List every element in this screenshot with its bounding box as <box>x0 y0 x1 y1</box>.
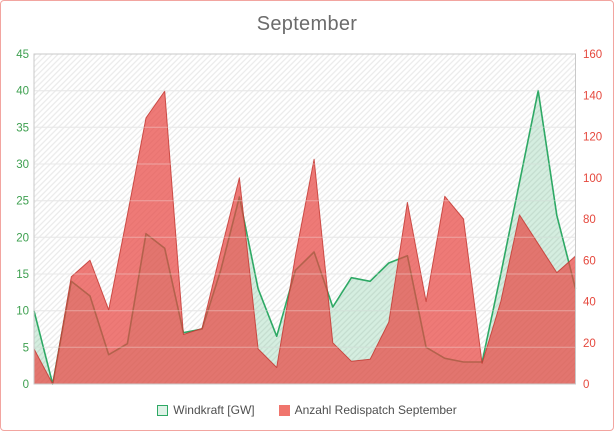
y-axis-left-tick-label: 45 <box>16 49 29 61</box>
y-axis-left-tick-label: 30 <box>16 159 29 171</box>
y-axis-right-tick-label: 20 <box>583 338 596 350</box>
y-axis-left-tick-label: 35 <box>16 122 29 134</box>
redispatch-legend-label: Anzahl Redispatch September <box>294 403 457 417</box>
y-axis-left-tick-label: 25 <box>16 196 29 208</box>
plot-border <box>33 53 576 385</box>
redispatch-area[interactable] <box>34 91 576 384</box>
redispatch-legend-swatch-icon <box>278 404 290 416</box>
y-axis-left-tick-label: 40 <box>16 86 29 98</box>
y-axis-right-tick-label: 60 <box>583 255 596 267</box>
y-axis-right-tick-label: 140 <box>583 90 602 102</box>
y-axis-left-tick-label: 15 <box>16 269 29 281</box>
y-axis-right-tick-label: 40 <box>583 297 596 309</box>
legend-item-redispatch[interactable]: Anzahl Redispatch September <box>278 403 457 417</box>
chart-legend: Windkraft [GW] Anzahl Redispatch Septemb… <box>1 403 613 417</box>
y-axis-left-tick-label: 0 <box>23 379 29 391</box>
y-axis-right-tick-label: 100 <box>583 173 602 185</box>
y-axis-left-tick-label: 5 <box>23 342 29 354</box>
y-axis-left-tick-label: 10 <box>16 306 29 318</box>
y-axis-right-tick-label: 160 <box>583 49 602 61</box>
windkraft-legend-label: Windkraft [GW] <box>173 403 255 417</box>
redispatch-line[interactable] <box>33 90 576 385</box>
windkraft-legend-swatch-icon <box>157 404 169 416</box>
y-axis-right-tick-label: 80 <box>583 214 596 226</box>
y-axis-right-tick-label: 0 <box>583 379 589 391</box>
legend-item-windkraft[interactable]: Windkraft [GW] <box>157 403 255 417</box>
y-axis-left-tick-label: 20 <box>16 232 29 244</box>
chart-title: September <box>256 13 358 35</box>
y-axis-right-tick-label: 120 <box>583 132 602 144</box>
